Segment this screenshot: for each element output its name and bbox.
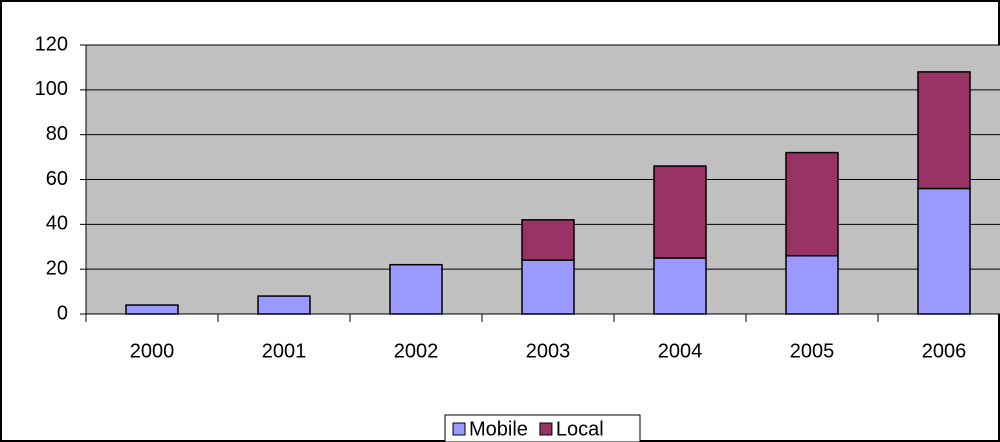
legend-box bbox=[444, 414, 641, 442]
y-tick-label: 20 bbox=[46, 257, 68, 279]
y-tick-label: 80 bbox=[46, 123, 68, 145]
x-tick-label: 2001 bbox=[262, 340, 307, 362]
y-tick-label: 100 bbox=[35, 78, 68, 100]
bar-segment bbox=[917, 187, 971, 315]
bar-segment bbox=[785, 254, 839, 315]
bar-segment bbox=[521, 259, 575, 315]
bar-segment bbox=[125, 304, 179, 315]
legend-label: Local bbox=[556, 418, 604, 440]
x-tick-label: 2000 bbox=[130, 340, 175, 362]
x-tick-label: 2002 bbox=[394, 340, 439, 362]
bar-segment bbox=[917, 71, 971, 190]
x-tick-label: 2004 bbox=[658, 340, 703, 362]
y-tick-label: 0 bbox=[57, 302, 68, 324]
y-tick-label: 60 bbox=[46, 168, 68, 190]
bar-segment bbox=[257, 295, 311, 315]
y-tick-label: 40 bbox=[46, 213, 68, 235]
bar-segment bbox=[653, 257, 707, 315]
bar-segment bbox=[389, 263, 443, 315]
legend-swatch bbox=[539, 422, 553, 436]
legend-label: Mobile bbox=[469, 418, 528, 440]
bar-segment bbox=[785, 151, 839, 257]
x-tick-label: 2005 bbox=[790, 340, 835, 362]
bar-segment bbox=[521, 219, 575, 261]
y-tick-label: 120 bbox=[35, 33, 68, 55]
bar-segment bbox=[653, 165, 707, 259]
x-tick-label: 2006 bbox=[922, 340, 967, 362]
x-tick-label: 2003 bbox=[526, 340, 571, 362]
legend-swatch bbox=[452, 422, 466, 436]
